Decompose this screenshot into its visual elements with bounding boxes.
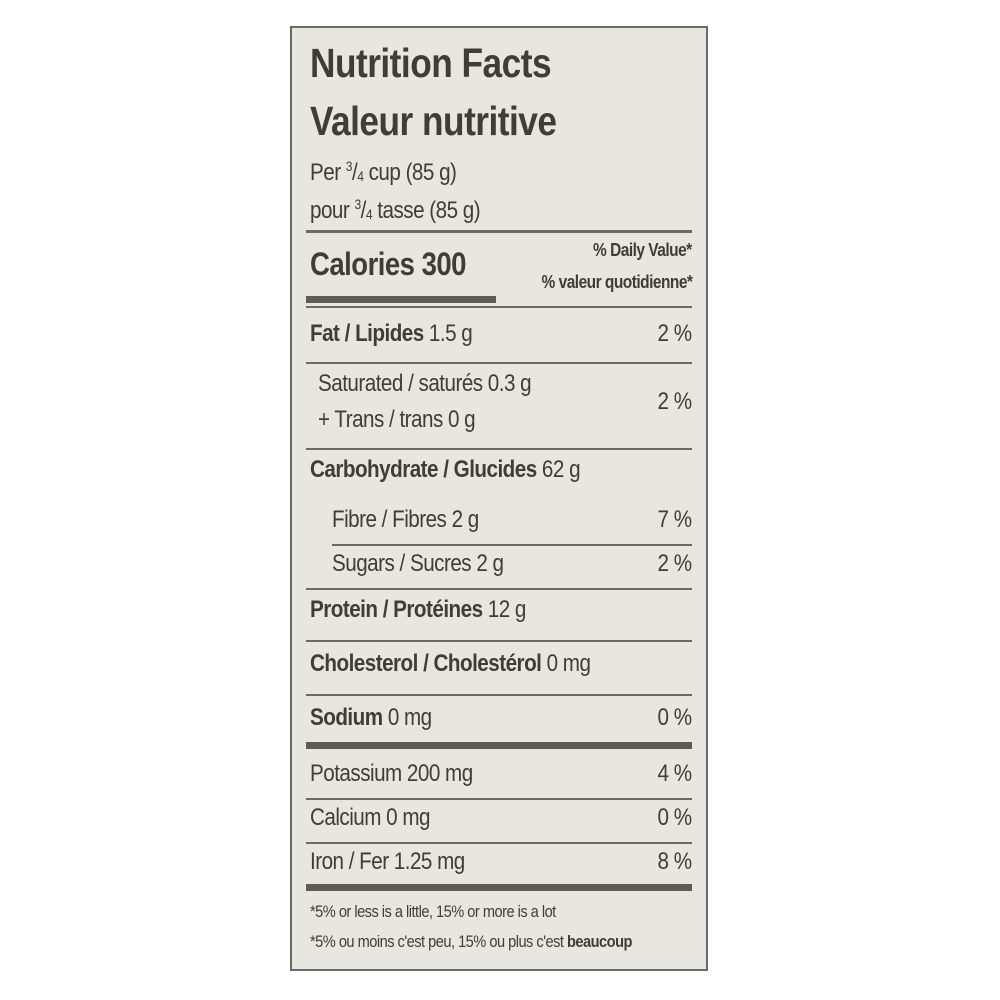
nutrient-sodium: Sodium 0 mg (310, 704, 432, 732)
serving-suffix-english: cup (85 g) (368, 159, 457, 186)
cholesterol-label: Cholesterol / Cholestérol (310, 650, 542, 677)
carbohydrate-amount: 62 g (541, 456, 581, 483)
serving-fraction-numerator-fr: 3 (354, 196, 361, 212)
protein-label: Protein / Protéines (310, 596, 483, 623)
fibre-label: Fibre / Fibres 2 g (332, 506, 479, 533)
nutrient-cholesterol: Cholesterol / Cholestérol 0 mg (310, 650, 591, 678)
divider-protein (306, 640, 692, 642)
iron-label: Iron / Fer 1.25 mg (310, 848, 465, 875)
cholesterol-amount: 0 mg (546, 650, 591, 677)
divider-calories-bar (306, 296, 496, 303)
sugars-label: Sugars / Sucres 2 g (332, 550, 504, 577)
footnote-french-emphasis: beaucoup (566, 932, 632, 951)
divider-sodium-bar (306, 742, 692, 749)
footnote-french-text: *5% ou moins c'est peu, 15% ou plus c'es… (310, 932, 564, 951)
serving-size-french: pour 3/4 tasse (85 g) (310, 196, 481, 224)
serving-size-english: Per 3/4 cup (85 g) (310, 158, 457, 186)
divider-cholesterol (306, 694, 692, 696)
trans-fat-label: + Trans / trans 0 g (318, 406, 476, 433)
divider-calcium (306, 842, 692, 844)
fat-amount: 1.5 g (428, 320, 473, 347)
divider-sugars (306, 588, 692, 590)
fat-daily-value: 2 % (657, 320, 693, 347)
calcium-label: Calcium 0 mg (310, 804, 430, 831)
divider-calories-line (306, 306, 692, 308)
serving-prefix-english: Per (310, 159, 341, 186)
footnote-english: *5% or less is a little, 15% or more is … (310, 902, 556, 921)
divider-iron-bar (306, 884, 692, 891)
divider-fat (306, 362, 692, 364)
calories: Calories 300 (310, 246, 466, 282)
nutrient-carbohydrate: Carbohydrate / Glucides 62 g (310, 456, 581, 484)
protein-amount: 12 g (487, 596, 527, 623)
divider-fibre (332, 544, 692, 546)
carbohydrate-label: Carbohydrate / Glucides (310, 456, 537, 483)
sugars-daily-value: 2 % (657, 550, 693, 577)
nutrition-facts-label: Nutrition Facts Valeur nutritive Per 3/4… (290, 26, 708, 971)
daily-value-header-french: % valeur quotidienne* (541, 272, 692, 292)
serving-fraction-denominator-fr: 4 (365, 206, 373, 222)
title-english: Nutrition Facts (310, 40, 552, 86)
potassium-daily-value: 4 % (657, 760, 693, 787)
serving-suffix-french: tasse (85 g) (377, 197, 481, 224)
divider-serving (306, 230, 692, 233)
serving-fraction-numerator: 3 (345, 158, 353, 174)
sodium-daily-value: 0 % (657, 704, 693, 731)
sodium-amount: 0 mg (387, 704, 432, 731)
iron-daily-value: 8 % (657, 848, 693, 875)
divider-saturated (306, 448, 692, 450)
daily-value-header-english: % Daily Value* (593, 240, 692, 260)
sodium-label: Sodium (310, 704, 383, 731)
saturated-fat-label: Saturated / saturés 0.3 g (318, 370, 532, 397)
potassium-label: Potassium 200 mg (310, 760, 473, 787)
footnote-french: *5% ou moins c'est peu, 15% ou plus c'es… (310, 932, 632, 952)
divider-potassium (306, 798, 692, 800)
fibre-daily-value: 7 % (657, 506, 693, 533)
saturated-trans-daily-value: 2 % (657, 388, 693, 415)
nutrient-protein: Protein / Protéines 12 g (310, 596, 526, 624)
calcium-daily-value: 0 % (657, 804, 693, 831)
title-french: Valeur nutritive (310, 98, 557, 144)
serving-prefix-french: pour (310, 197, 350, 224)
nutrient-fat: Fat / Lipides 1.5 g (310, 320, 473, 348)
fat-label: Fat / Lipides (310, 320, 424, 347)
serving-fraction-denominator: 4 (357, 168, 364, 184)
